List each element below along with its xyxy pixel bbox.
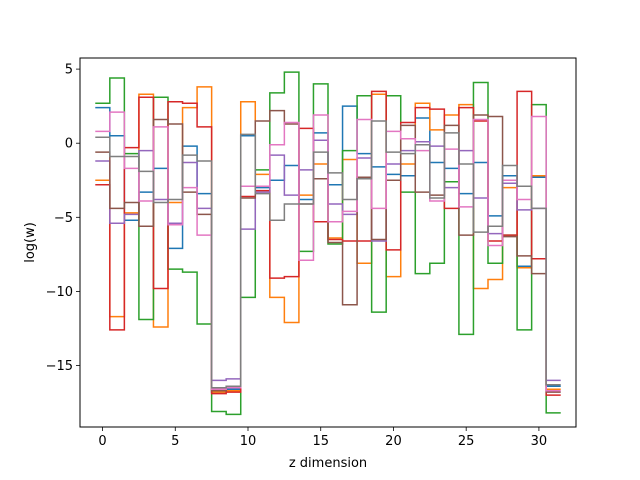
series-line-8 [95, 120, 561, 389]
y-tick-label: 5 [65, 63, 73, 78]
y-axis: 5 0 −5 −10 −15 [46, 63, 80, 374]
x-tick-label: 20 [385, 434, 402, 449]
x-tick-label: 5 [171, 434, 179, 449]
plot-frame [79, 57, 577, 428]
series-layer [95, 71, 561, 416]
y-axis-label: log(w) [23, 222, 38, 263]
x-axis: 0 5 10 15 20 25 30 [98, 427, 547, 449]
y-tick-label: 0 [65, 137, 73, 152]
x-tick-label: 30 [531, 434, 548, 449]
y-tick-label: −5 [54, 211, 73, 226]
y-tick-label: −15 [46, 359, 73, 374]
x-axis-label: z dimension [289, 456, 367, 471]
x-tick-label: 0 [98, 434, 106, 449]
x-tick-label: 10 [240, 434, 257, 449]
series-line-7 [95, 111, 561, 392]
y-tick-label: −10 [46, 285, 73, 300]
x-tick-label: 15 [312, 434, 329, 449]
x-tick-label: 25 [458, 434, 475, 449]
